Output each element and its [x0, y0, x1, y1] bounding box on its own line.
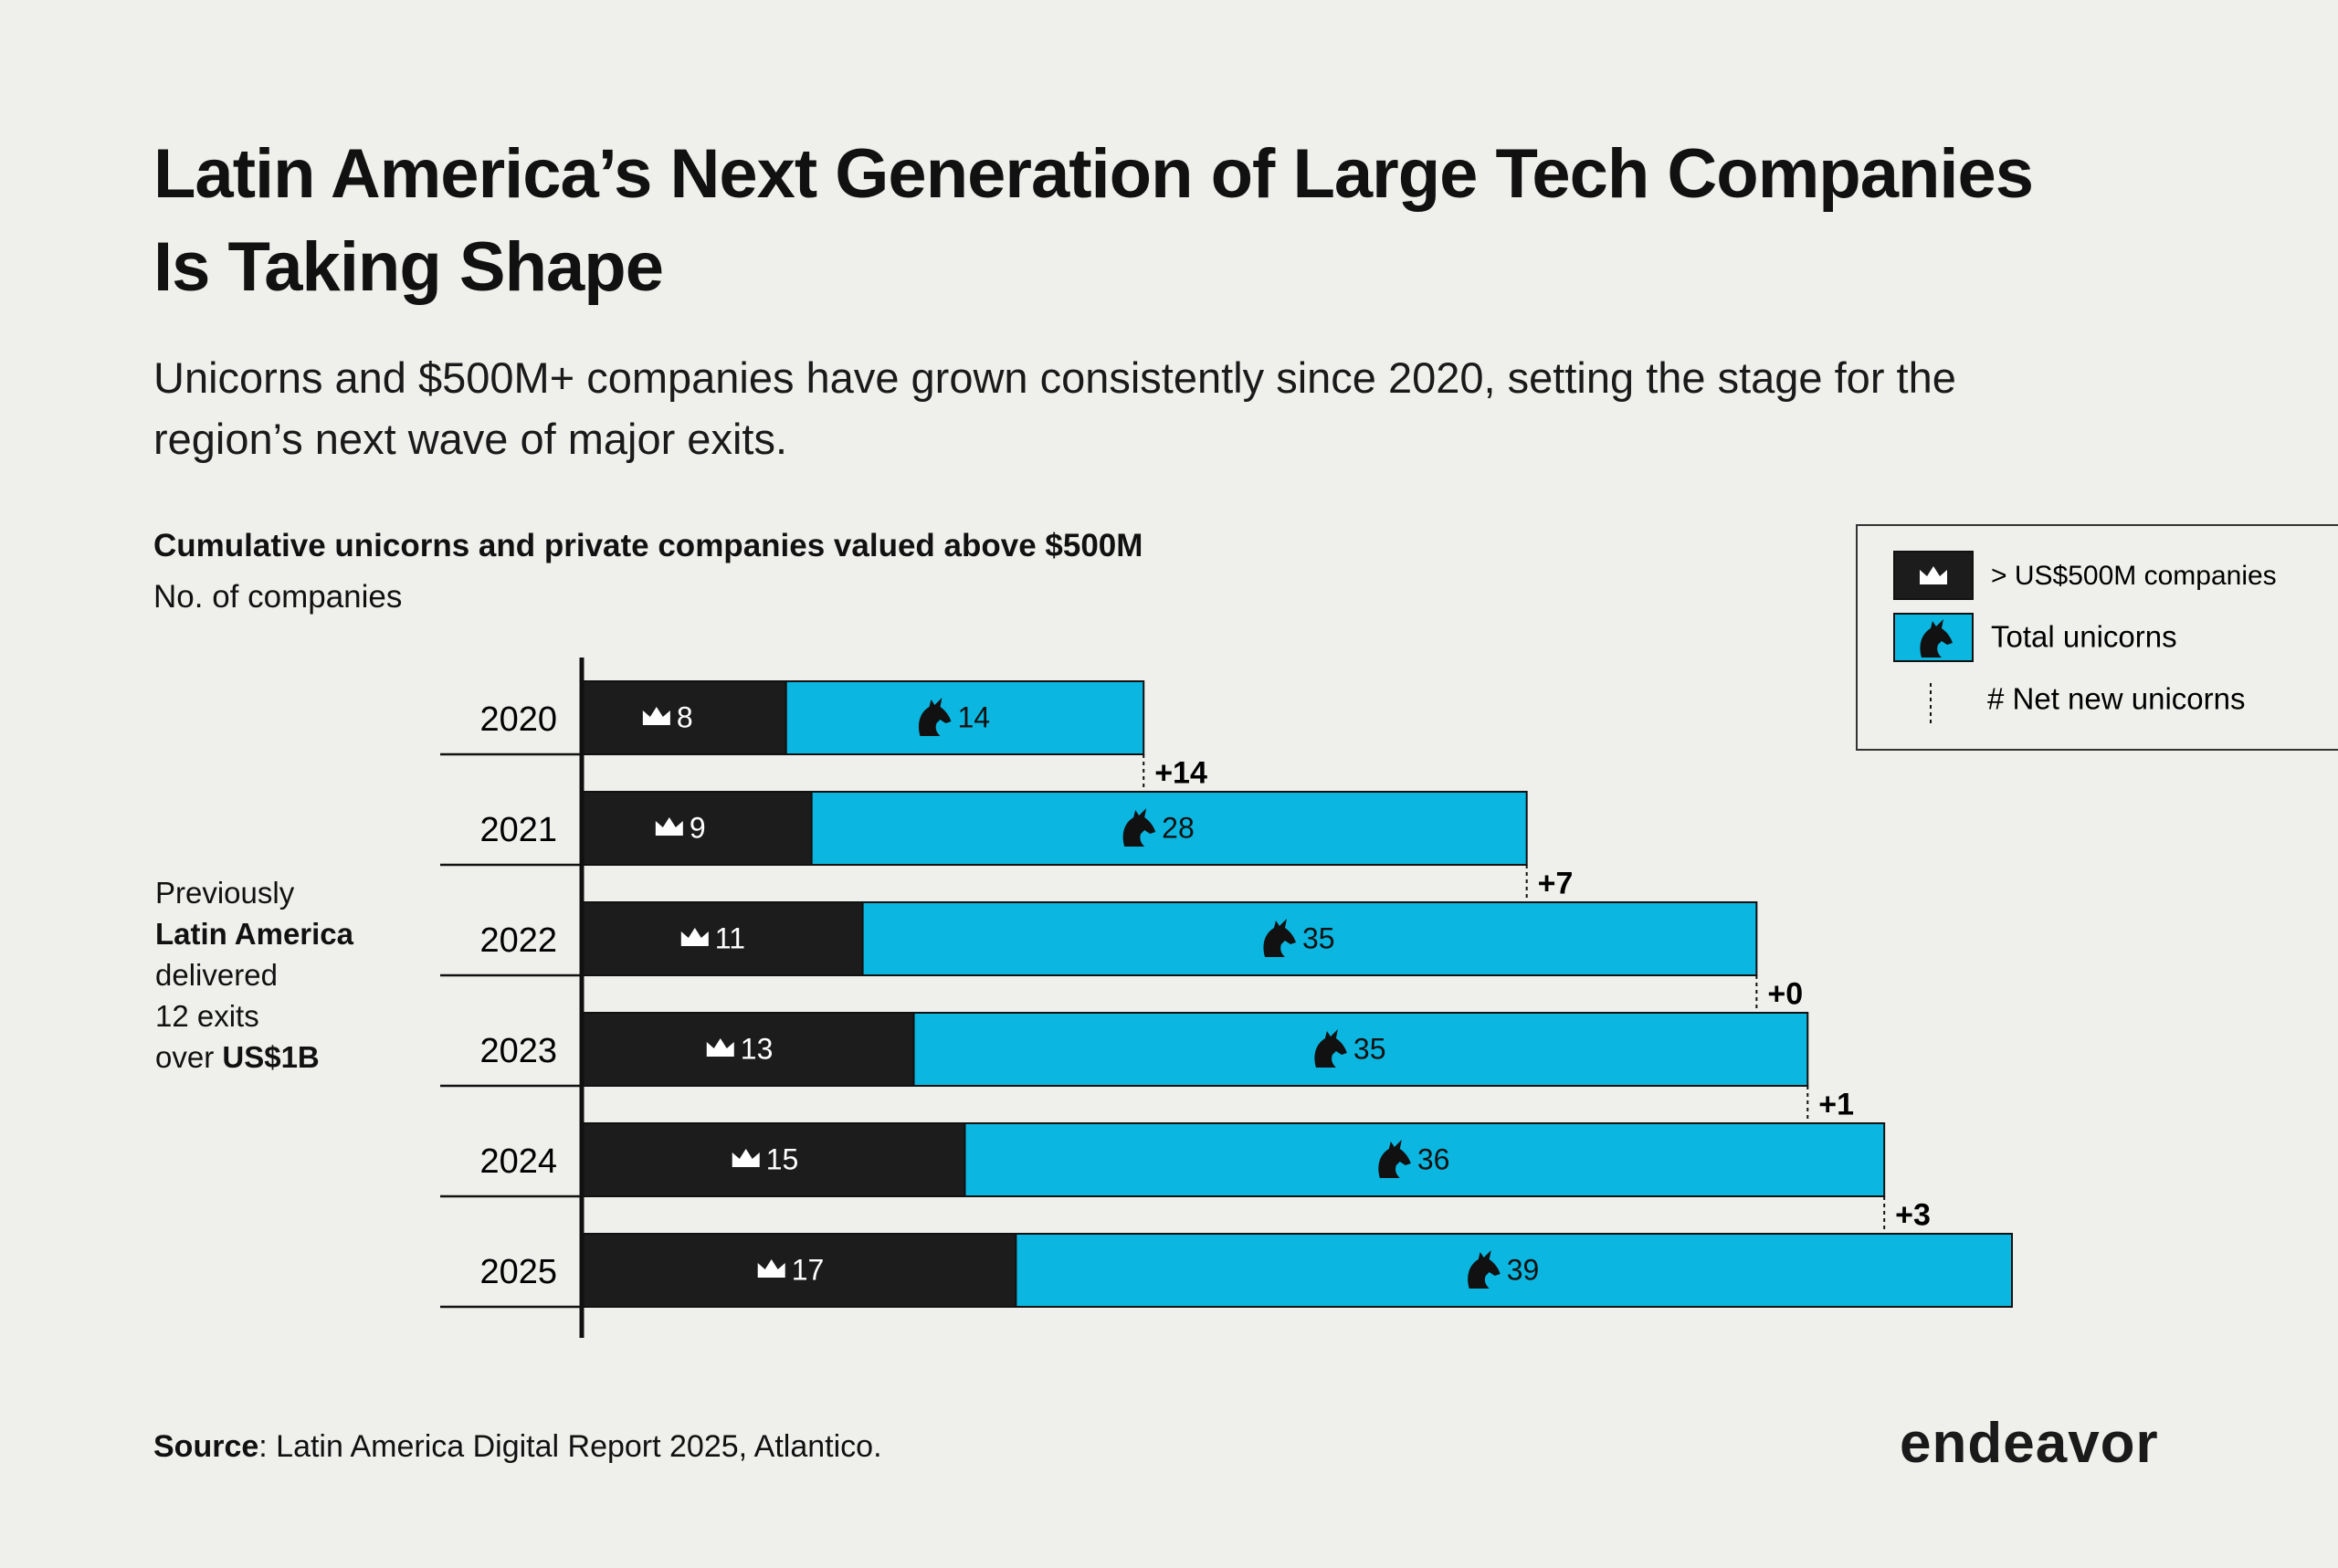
value-label: 36: [1417, 1142, 1450, 1175]
annotation-line: Latin America: [155, 913, 353, 954]
bar: [861, 901, 1758, 976]
annotation-bold: Latin America: [155, 917, 354, 951]
value-label: 9: [690, 811, 706, 844]
bar: [581, 1012, 915, 1087]
logo: endeavor: [1900, 1412, 2159, 1475]
title: Latin America’s Next Generation of Large…: [153, 135, 2034, 306]
value-label: 35: [1302, 921, 1335, 954]
chart-title: Cumulative unicorns and private companie…: [153, 528, 1143, 563]
y-tick-label: 2024: [479, 1142, 557, 1181]
annotation-text: over: [155, 1040, 215, 1074]
bar: [1015, 1233, 2013, 1308]
value-label: 8: [677, 700, 693, 733]
net-new-label: +1: [1818, 1087, 1854, 1121]
annotation-line: 12 exits: [155, 999, 259, 1033]
y-tick-label: 2022: [479, 921, 557, 960]
bar: [785, 680, 1145, 755]
annotation-line: delivered: [155, 958, 278, 992]
net-new-label: +3: [1895, 1197, 1931, 1232]
legend-box: [1856, 524, 2338, 751]
legend-label: # Net new unicorns: [1987, 682, 2245, 716]
annotation-bold: US$1B: [222, 1040, 320, 1074]
annotation-line: Previously: [155, 876, 295, 910]
bar: [964, 1122, 1886, 1197]
annotation-line: over US$1B: [155, 1037, 353, 1078]
value-label: 13: [741, 1032, 774, 1065]
y-tick-label: 2025: [479, 1253, 557, 1291]
value-label: 15: [766, 1142, 799, 1175]
bar: [912, 1012, 1809, 1087]
value-label: 35: [1353, 1032, 1386, 1065]
legend-label: Total unicorns: [1991, 620, 2177, 654]
subtitle: Unicorns and $500M+ companies have grown…: [153, 353, 1956, 463]
axis-label: No. of companies: [153, 579, 403, 615]
annotation: Previously Latin America delivered 12 ex…: [155, 872, 353, 1078]
net-new-label: +0: [1767, 976, 1803, 1011]
legend-label: > US$500M companies: [1991, 561, 2277, 591]
net-new-label: +14: [1154, 755, 1207, 790]
y-tick-label: 2020: [479, 700, 557, 739]
source-text: : Latin America Digital Report 2025, Atl…: [258, 1429, 882, 1464]
value-label: 28: [1162, 811, 1195, 844]
value-label: 14: [957, 700, 990, 733]
net-new-label: +7: [1538, 866, 1574, 900]
bar: [581, 901, 864, 976]
value-label: 17: [792, 1253, 825, 1286]
bar: [581, 1233, 1017, 1308]
y-tick-label: 2021: [479, 811, 557, 849]
bar: [810, 791, 1528, 866]
bar: [581, 791, 813, 866]
value-label: 39: [1507, 1253, 1540, 1286]
source: Source: Latin America Digital Report 202…: [153, 1429, 882, 1465]
source-label: Source: [153, 1429, 259, 1464]
bar: [581, 1122, 966, 1197]
y-tick-label: 2023: [479, 1032, 557, 1070]
value-label: 11: [715, 921, 745, 954]
